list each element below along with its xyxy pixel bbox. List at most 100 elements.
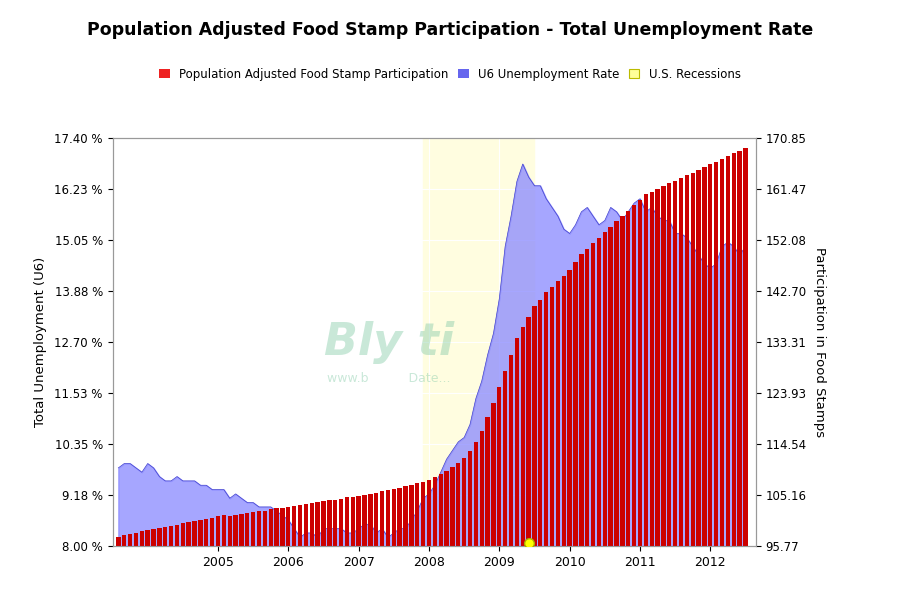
Bar [134,533,138,600]
Bar [615,221,618,600]
Bar [268,509,273,600]
Bar [438,474,443,600]
Bar [573,262,578,600]
Bar [644,194,648,600]
Bar [497,387,501,600]
Bar [433,477,437,600]
Bar [508,355,513,600]
Bar [655,189,660,600]
Bar [690,173,695,600]
Bar [204,518,209,600]
Bar [421,482,426,600]
Bar [597,238,601,600]
Bar [216,517,220,600]
Bar [193,521,197,600]
Bar [292,506,296,600]
Bar [679,178,683,600]
Text: www.b          Date...: www.b Date... [328,372,451,385]
Bar [632,205,636,600]
Bar [544,292,548,600]
Bar [239,514,244,600]
Bar [398,488,401,600]
Bar [480,431,484,600]
Bar [146,530,149,600]
Bar [620,216,625,600]
Bar [650,191,654,600]
Bar [321,501,326,600]
Bar [485,417,490,600]
Bar [737,151,742,600]
Bar [380,491,384,600]
Bar [568,271,572,600]
Bar [386,490,391,600]
Bar [555,281,560,600]
Bar [685,175,689,600]
Bar [333,500,338,600]
Bar [351,497,355,600]
Bar [410,485,414,600]
Bar [163,527,167,600]
Bar [256,511,261,600]
Bar [158,528,162,600]
Bar [316,502,320,600]
Bar [427,479,431,600]
Bar [280,508,284,600]
Bar [140,531,144,600]
Bar [456,463,461,600]
Bar [274,508,279,600]
Bar [603,232,607,600]
Bar [562,276,566,600]
Bar [503,371,508,600]
Bar [228,516,232,600]
Bar [339,499,343,600]
Bar [725,156,730,600]
Bar [520,328,525,600]
Bar [210,518,214,600]
Bar [697,170,701,600]
Bar [538,300,543,600]
Bar [245,513,249,600]
Bar [403,486,408,600]
Bar [445,471,449,600]
Bar [368,494,373,600]
Bar [720,159,724,600]
Bar [303,504,308,600]
Bar [591,243,595,600]
Bar [169,526,174,600]
Bar [450,467,454,600]
Text: Bly ti: Bly ti [324,320,454,364]
Bar [263,511,267,600]
Bar [468,451,472,600]
Bar [714,161,718,600]
Bar [128,534,132,600]
Bar [221,515,226,600]
Bar [251,512,256,600]
Bar [175,524,179,600]
Bar [550,287,554,600]
Bar [732,154,736,600]
Bar [327,500,331,600]
Bar [198,520,202,600]
Text: Population Adjusted Food Stamp Participation - Total Unemployment Rate: Population Adjusted Food Stamp Participa… [87,21,813,39]
Bar [415,484,419,600]
Bar [491,403,496,600]
Bar [298,505,302,600]
Y-axis label: Participation in Food Stamps: Participation in Food Stamps [814,247,826,437]
Bar [122,535,126,600]
Bar [356,496,361,600]
Bar [186,522,191,600]
Bar [423,138,535,546]
Bar [462,458,466,600]
Bar [116,536,121,600]
Bar [374,493,378,600]
Legend: Population Adjusted Food Stamp Participation, U6 Unemployment Rate, U.S. Recessi: Population Adjusted Food Stamp Participa… [155,63,745,85]
Bar [532,305,536,600]
Bar [151,529,156,600]
Bar [363,495,366,600]
Bar [286,507,291,600]
Bar [392,490,396,600]
Bar [638,200,642,600]
Bar [580,254,583,600]
Bar [526,317,531,600]
Y-axis label: Total Unemployment (U6): Total Unemployment (U6) [34,257,48,427]
